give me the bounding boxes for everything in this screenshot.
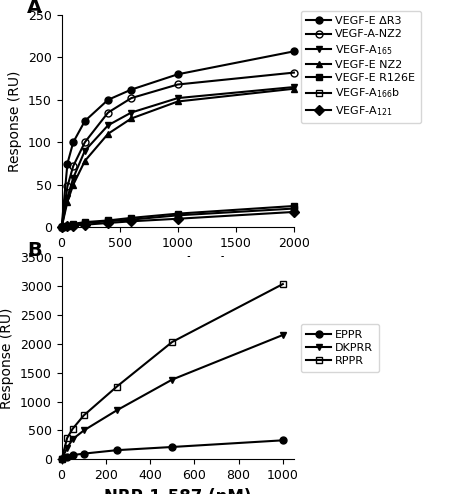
- VEGF-E ΔR3: [64, 161, 70, 166]
- VEGF-E ΔR3: [175, 71, 181, 77]
- VEGF-E NZ2: [70, 182, 76, 188]
- Line: DKPRR: DKPRR: [58, 331, 286, 463]
- X-axis label: NRP-1-587 (nM): NRP-1-587 (nM): [104, 488, 251, 494]
- VEGF-E NZ2: [128, 116, 134, 122]
- RPPR: [169, 339, 175, 345]
- Line: RPPR: RPPR: [58, 281, 286, 463]
- X-axis label: VEGF (nM): VEGF (nM): [128, 255, 227, 274]
- DKPRR: [280, 332, 286, 338]
- Line: VEGF-E R126E: VEGF-E R126E: [58, 203, 297, 231]
- VEGF-E R126E: [128, 215, 134, 221]
- VEGF-A$_{166}$b: [59, 224, 64, 230]
- VEGF-A$_{166}$b: [105, 218, 111, 224]
- VEGF-E R126E: [59, 224, 64, 230]
- EPPR: [59, 456, 64, 462]
- VEGF-E NZ2: [59, 224, 64, 230]
- VEGF-A$_{121}$: [128, 218, 134, 224]
- Legend: EPPR, DKPRR, RPPR: EPPR, DKPRR, RPPR: [301, 324, 379, 372]
- VEGF-E R126E: [64, 223, 70, 229]
- VEGF-A$_{165}$: [70, 175, 76, 181]
- EPPR: [114, 447, 120, 453]
- VEGF-E ΔR3: [291, 48, 297, 54]
- VEGF-A-NZ2: [70, 163, 76, 169]
- VEGF-A$_{121}$: [291, 209, 297, 215]
- VEGF-E NZ2: [64, 199, 70, 205]
- Line: VEGF-E ΔR3: VEGF-E ΔR3: [58, 48, 297, 231]
- RPPR: [59, 456, 64, 462]
- VEGF-A$_{166}$b: [175, 212, 181, 218]
- RPPR: [70, 426, 75, 432]
- VEGF-E R126E: [70, 221, 76, 227]
- Y-axis label: Response (RU): Response (RU): [9, 70, 22, 172]
- VEGF-E ΔR3: [82, 118, 88, 124]
- VEGF-A$_{165}$: [64, 195, 70, 201]
- Line: VEGF-A$_{165}$: VEGF-A$_{165}$: [58, 83, 297, 231]
- VEGF-A$_{166}$b: [291, 206, 297, 211]
- VEGF-A-NZ2: [128, 95, 134, 101]
- EPPR: [169, 444, 175, 450]
- VEGF-A-NZ2: [59, 224, 64, 230]
- VEGF-A-NZ2: [105, 110, 111, 116]
- VEGF-A-NZ2: [82, 139, 88, 145]
- VEGF-E NZ2: [175, 98, 181, 104]
- Line: VEGF-E NZ2: VEGF-E NZ2: [58, 85, 297, 231]
- Legend: VEGF-E ΔR3, VEGF-A-NZ2, VEGF-A$_{165}$, VEGF-E NZ2, VEGF-E R126E, VEGF-A$_{166}$: VEGF-E ΔR3, VEGF-A-NZ2, VEGF-A$_{165}$, …: [301, 10, 421, 123]
- RPPR: [114, 383, 120, 389]
- VEGF-A-NZ2: [291, 70, 297, 76]
- VEGF-A$_{165}$: [175, 95, 181, 101]
- VEGF-A$_{166}$b: [82, 220, 88, 226]
- Line: VEGF-A-NZ2: VEGF-A-NZ2: [58, 69, 297, 231]
- VEGF-E ΔR3: [105, 97, 111, 103]
- VEGF-E R126E: [105, 217, 111, 223]
- VEGF-A-NZ2: [175, 82, 181, 87]
- Line: EPPR: EPPR: [58, 437, 286, 463]
- DKPRR: [64, 445, 70, 451]
- VEGF-A$_{165}$: [105, 123, 111, 128]
- DKPRR: [114, 407, 120, 413]
- VEGF-E R126E: [291, 203, 297, 209]
- VEGF-A$_{166}$b: [128, 217, 134, 223]
- DKPRR: [81, 427, 87, 433]
- VEGF-A$_{165}$: [59, 224, 64, 230]
- RPPR: [81, 412, 87, 418]
- VEGF-A$_{121}$: [105, 220, 111, 226]
- VEGF-E NZ2: [105, 131, 111, 137]
- VEGF-A$_{165}$: [82, 148, 88, 154]
- VEGF-A$_{121}$: [70, 223, 76, 229]
- EPPR: [280, 437, 286, 443]
- VEGF-A$_{165}$: [128, 110, 134, 116]
- DKPRR: [59, 456, 64, 462]
- RPPR: [280, 281, 286, 287]
- Line: VEGF-A$_{166}$b: VEGF-A$_{166}$b: [58, 205, 297, 231]
- VEGF-A$_{165}$: [291, 84, 297, 90]
- Line: VEGF-A$_{121}$: VEGF-A$_{121}$: [58, 208, 297, 231]
- VEGF-E ΔR3: [59, 224, 64, 230]
- VEGF-E R126E: [175, 210, 181, 216]
- VEGF-E R126E: [82, 219, 88, 225]
- EPPR: [81, 451, 87, 456]
- Text: A: A: [27, 0, 42, 17]
- VEGF-E ΔR3: [70, 139, 76, 145]
- DKPRR: [169, 376, 175, 382]
- DKPRR: [70, 436, 75, 442]
- EPPR: [70, 452, 75, 458]
- VEGF-E NZ2: [82, 158, 88, 164]
- EPPR: [64, 453, 70, 459]
- VEGF-A$_{121}$: [175, 216, 181, 222]
- VEGF-E ΔR3: [128, 86, 134, 92]
- Y-axis label: Response (RU): Response (RU): [0, 307, 15, 409]
- VEGF-A$_{166}$b: [70, 222, 76, 228]
- RPPR: [64, 435, 70, 441]
- VEGF-A$_{121}$: [59, 224, 64, 230]
- VEGF-A$_{166}$b: [64, 223, 70, 229]
- VEGF-A$_{121}$: [64, 223, 70, 229]
- Text: B: B: [27, 241, 42, 260]
- VEGF-A-NZ2: [64, 183, 70, 189]
- VEGF-A$_{121}$: [82, 222, 88, 228]
- VEGF-E NZ2: [291, 86, 297, 92]
